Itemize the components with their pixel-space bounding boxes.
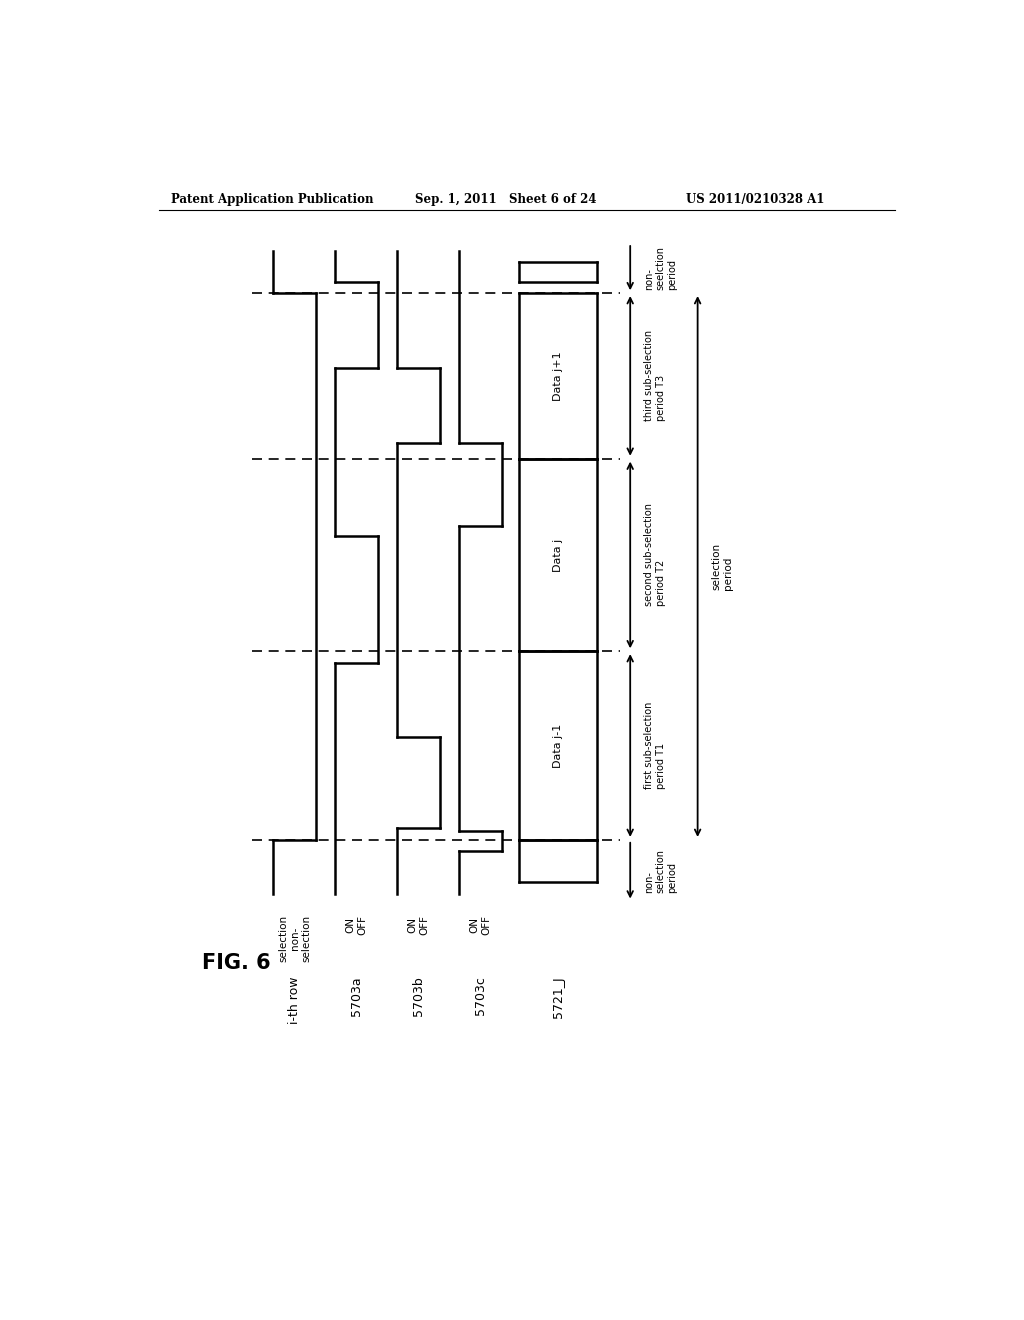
Text: Data j-1: Data j-1 (553, 723, 563, 768)
Text: FIG. 6: FIG. 6 (202, 953, 270, 973)
Text: 5703a: 5703a (350, 977, 364, 1016)
Text: 5703c: 5703c (474, 977, 487, 1015)
Text: Sep. 1, 2011   Sheet 6 of 24: Sep. 1, 2011 Sheet 6 of 24 (415, 193, 596, 206)
Text: second sub-selection
period T2: second sub-selection period T2 (644, 503, 666, 606)
Text: ON
OFF: ON OFF (346, 915, 368, 935)
Text: non-
seelction
period: non- seelction period (644, 246, 677, 290)
Text: Data j: Data j (553, 539, 563, 572)
Text: first sub-selection
period T1: first sub-selection period T1 (644, 702, 666, 789)
Text: US 2011/0210328 A1: US 2011/0210328 A1 (686, 193, 824, 206)
Text: Data j+1: Data j+1 (553, 351, 563, 401)
Text: i-th row: i-th row (288, 977, 301, 1023)
Text: Patent Application Publication: Patent Application Publication (171, 193, 373, 206)
Text: ON
OFF: ON OFF (470, 915, 492, 935)
Text: 5721_J: 5721_J (552, 977, 564, 1018)
Text: ON
OFF: ON OFF (408, 915, 429, 935)
Text: selection
non-
selection: selection non- selection (279, 915, 311, 962)
Text: non-
selection
period: non- selection period (644, 849, 677, 892)
Text: third sub-selection
period T3: third sub-selection period T3 (644, 330, 666, 421)
Text: 5703b: 5703b (412, 977, 425, 1016)
Text: selection
period: selection period (712, 543, 733, 590)
